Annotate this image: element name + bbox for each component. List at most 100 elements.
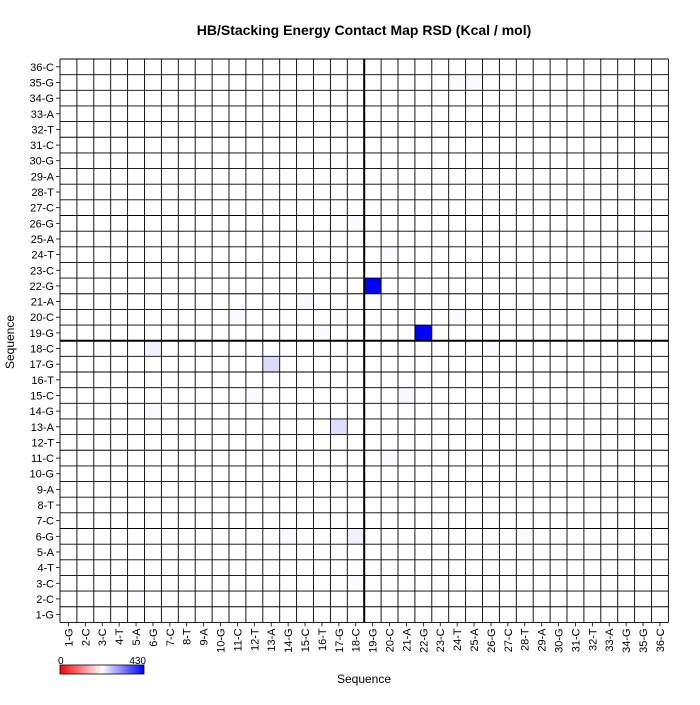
- y-tick-label: 19-G: [30, 328, 54, 340]
- y-tick-label: 14-G: [30, 406, 54, 418]
- y-tick-label: 7-C: [36, 516, 54, 528]
- heatmap-cell: [262, 356, 280, 372]
- x-tick-label: 3-C: [97, 628, 109, 646]
- heatmap-cell: [482, 340, 500, 357]
- y-tick-label: 33-A: [31, 109, 55, 121]
- y-tick-label: 23-C: [30, 265, 54, 277]
- y-tick-label: 36-C: [30, 62, 54, 74]
- y-tick-label: 31-C: [30, 140, 54, 152]
- x-tick-label: 27-C: [503, 628, 515, 652]
- chart-title: HB/Stacking Energy Contact Map RSD (Kcal…: [197, 22, 532, 38]
- y-tick-label: 21-A: [31, 297, 55, 309]
- heatmap-cell: [347, 528, 365, 545]
- x-tick-label: 16-T: [317, 628, 329, 651]
- heatmap-cell: [448, 74, 466, 91]
- color-scale-max-label: 430: [129, 656, 146, 667]
- x-tick-label: 26-G: [486, 628, 498, 652]
- x-tick-label: 5-A: [131, 628, 143, 646]
- x-tick-label: 12-T: [249, 628, 261, 651]
- x-tick-label: 30-G: [554, 628, 566, 652]
- x-tick-label: 18-C: [351, 628, 363, 652]
- x-tick-label: 21-A: [401, 628, 413, 652]
- y-tick-label: 29-A: [31, 171, 55, 183]
- y-tick-label: 20-C: [30, 312, 54, 324]
- y-tick-label: 1-G: [36, 610, 54, 622]
- x-tick-label: 19-G: [368, 628, 380, 652]
- y-tick-label: 17-G: [30, 359, 54, 371]
- y-tick-label: 3-C: [36, 578, 54, 590]
- x-tick-label: 29-A: [537, 628, 549, 652]
- y-tick-label: 22-G: [30, 281, 54, 293]
- y-tick-label: 34-G: [30, 93, 54, 105]
- x-tick-label: 31-C: [570, 628, 582, 652]
- heatmap-cells: [76, 74, 652, 607]
- heatmap-cell: [448, 309, 466, 326]
- heatmap-cell: [229, 309, 246, 326]
- color-scale-min-label: 0: [58, 656, 64, 667]
- heatmap-cell: [516, 528, 534, 545]
- y-tick-label: 6-G: [36, 531, 54, 543]
- x-tick-label: 13-A: [266, 628, 278, 652]
- heatmap-dividers: [60, 59, 669, 623]
- heatmap-cell: [76, 544, 94, 560]
- heatmap-cell: [364, 278, 382, 294]
- y-tick-label: 32-T: [31, 124, 54, 136]
- heatmap-cell: [330, 418, 348, 435]
- heatmap-cell: [634, 231, 652, 247]
- y-tick-label: 28-T: [31, 187, 54, 199]
- y-tick-label: 2-C: [36, 594, 54, 606]
- y-tick-label: 4-T: [38, 563, 55, 575]
- x-tick-label: 1-G: [63, 628, 75, 646]
- y-tick-label: 26-G: [30, 218, 54, 230]
- y-tick-label: 18-C: [30, 344, 54, 356]
- x-axis-label: Sequence: [337, 672, 391, 686]
- heatmap-cell: [347, 575, 365, 592]
- y-axis-label: Sequence: [3, 315, 17, 369]
- y-tick-label: 30-G: [30, 156, 54, 168]
- y-tick-label: 27-C: [30, 203, 54, 215]
- x-tick-label: 35-G: [638, 628, 650, 652]
- color-scale-legend: 0 430: [58, 656, 146, 675]
- x-tick-label: 2-C: [80, 628, 92, 646]
- x-tick-label: 15-C: [300, 628, 312, 652]
- heatmap-cell: [313, 325, 331, 341]
- x-tick-label: 14-G: [283, 628, 295, 652]
- x-tick-label: 24-T: [452, 628, 464, 651]
- x-tick-label: 34-G: [621, 628, 633, 652]
- x-axis-ticks: 1-G 2-C 3-C 4-T 5-A 6-G 7-C 8-T 9-A 10-G 11-C 12-T 1…: [63, 622, 667, 653]
- x-tick-label: 9-A: [199, 628, 211, 646]
- x-tick-label: 8-T: [182, 628, 194, 645]
- y-tick-label: 25-A: [31, 234, 55, 246]
- x-tick-label: 10-G: [216, 628, 228, 652]
- heatmap-cell: [144, 403, 162, 419]
- y-tick-label: 12-T: [31, 437, 54, 449]
- heatmap-cell: [398, 387, 415, 404]
- y-tick-label: 15-C: [30, 390, 54, 402]
- x-tick-label: 32-T: [587, 628, 599, 651]
- x-tick-label: 23-C: [435, 628, 447, 652]
- heatmap-cell: [381, 450, 398, 466]
- y-tick-label: 16-T: [31, 375, 54, 387]
- heatmap-cell: [93, 340, 111, 357]
- y-tick-label: 13-A: [31, 422, 55, 434]
- y-tick-label: 9-A: [37, 484, 55, 496]
- heatmap-cell: [465, 74, 483, 91]
- x-tick-label: 20-C: [385, 628, 397, 652]
- x-tick-label: 7-C: [165, 628, 177, 646]
- y-tick-label: 8-T: [38, 500, 55, 512]
- x-tick-label: 11-C: [232, 628, 244, 651]
- heatmap-cell: [381, 246, 398, 263]
- x-tick-label: 33-A: [604, 628, 616, 652]
- heatmap-cell: [279, 528, 297, 545]
- x-tick-label: 22-G: [418, 628, 430, 652]
- x-tick-label: 25-A: [469, 628, 481, 652]
- heatmap-cell: [330, 309, 348, 326]
- heatmap-cell: [296, 293, 314, 310]
- y-tick-label: 10-G: [30, 469, 54, 481]
- y-tick-label: 35-G: [30, 77, 54, 89]
- heatmap-cell: [144, 340, 162, 357]
- x-tick-label: 6-G: [148, 628, 160, 646]
- y-axis-ticks: 1-G 2-C 3-C 4-T 5-A 6-G 7-C 8-T 9-A 10-G 11-C 12-T 1…: [30, 62, 60, 622]
- heatmap-cell: [245, 387, 263, 404]
